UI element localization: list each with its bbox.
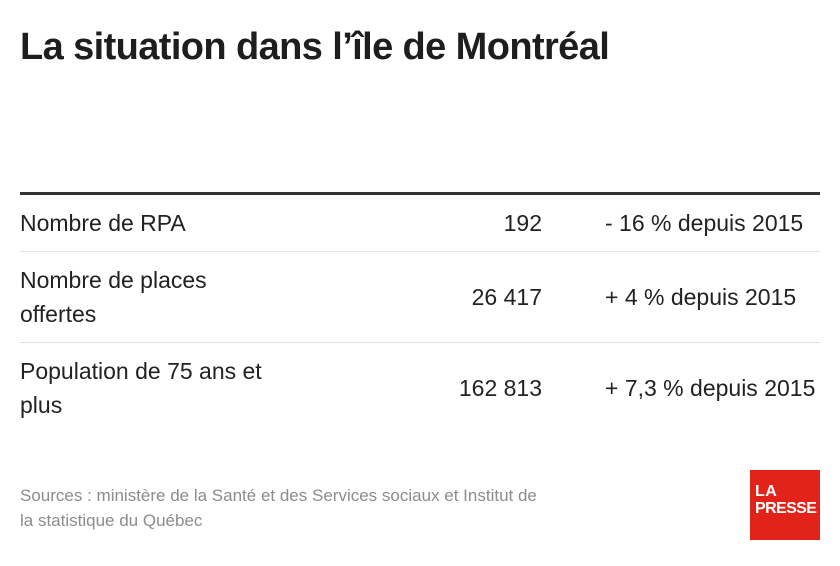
row-label: Nombre de places offertes [20, 267, 207, 327]
row-value: 26 417 [471, 284, 542, 310]
row-change: - 16 % depuis 2015 [605, 210, 804, 236]
page-title: La situation dans l’île de Montréal [20, 26, 610, 68]
row-value: 162 813 [458, 375, 542, 401]
table-row: Nombre de RPA 192 - 16 % depuis 2015 [20, 195, 820, 252]
row-value: 192 [503, 210, 542, 236]
data-table: Nombre de RPA 192 - 16 % depuis 2015 Nom… [20, 192, 820, 433]
table-row: Nombre de places offertes 26 417 + 4 % d… [20, 252, 820, 343]
row-change: + 4 % depuis 2015 [605, 284, 797, 310]
la-presse-logo: LA PRESSE [750, 470, 820, 540]
table-row: Population de 75 ans et plus 162 813 + 7… [20, 343, 820, 433]
source-note: Sources : ministère de la Santé et des S… [20, 486, 537, 530]
logo-line-2: PRESSE [755, 500, 817, 517]
row-change: + 7,3 % depuis 2015 [605, 375, 816, 401]
row-label: Population de 75 ans et plus [20, 358, 262, 418]
row-label: Nombre de RPA [20, 210, 186, 236]
logo-line-1: LA [755, 483, 778, 500]
